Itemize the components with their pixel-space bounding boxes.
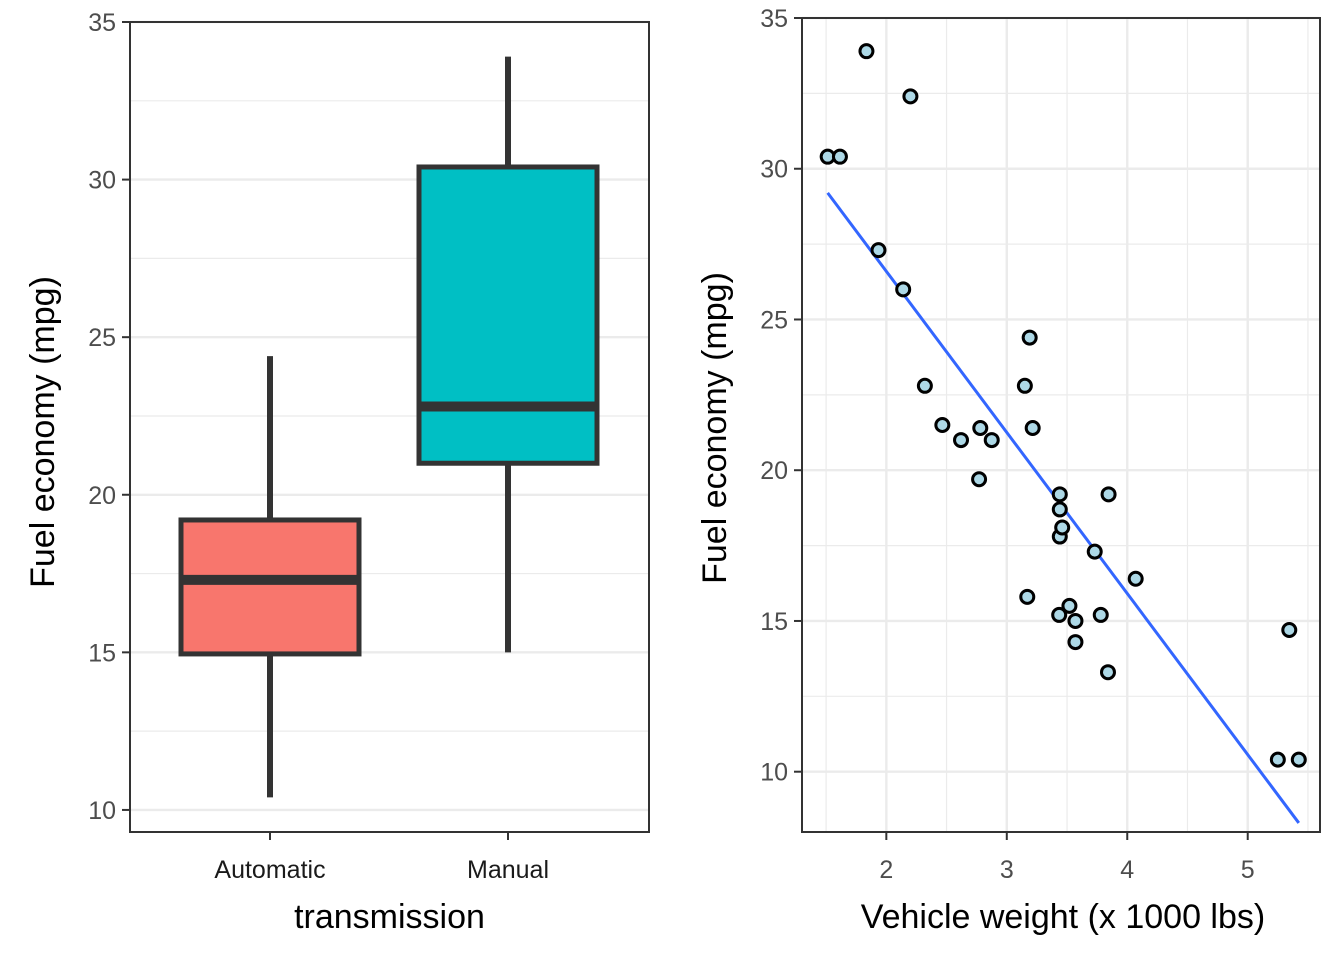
scatter-point [1061, 597, 1078, 614]
x-tick-label: Manual [467, 856, 549, 884]
x-tick-label: 3 [1000, 856, 1014, 884]
x-tick-label: 5 [1241, 856, 1255, 884]
scatter-point [934, 417, 951, 433]
scatter-point [1281, 622, 1298, 639]
scatter-point [1019, 588, 1036, 605]
scatter-point [972, 420, 989, 437]
scatter-point [1051, 486, 1068, 503]
y-tick-label: 10 [760, 759, 788, 787]
scatter-point [870, 242, 887, 259]
scatter-panel: 10 15 20 25 30 35 2 3 4 5 Vehicle weight (x 1000… [696, 5, 1321, 936]
y-tick-label: 15 [88, 639, 116, 667]
scatter-y-axis: 10 15 20 25 30 35 [760, 5, 802, 787]
scatter-point [1290, 751, 1307, 768]
boxplot-x-axis-title: transmission [294, 898, 485, 936]
scatter-x-axis: 2 3 4 5 [879, 832, 1255, 884]
scatter-plot-area [802, 18, 1320, 832]
y-tick-label: 35 [760, 5, 788, 33]
scatter-point [1099, 664, 1116, 681]
boxplot-marks [178, 56, 600, 798]
boxplot-x-axis: Automatic Manual [214, 832, 549, 884]
scatter-point [1067, 634, 1084, 651]
scatter-point [858, 43, 875, 60]
scatter-point [953, 432, 970, 449]
y-tick-label: 25 [88, 324, 116, 352]
y-tick-label: 20 [88, 482, 116, 510]
scatter-point [1100, 486, 1117, 503]
scatter-point [1127, 570, 1144, 587]
y-tick-label: 15 [760, 608, 788, 636]
x-tick-label: Automatic [214, 856, 325, 884]
scatter-x-axis-title: Vehicle weight (x 1000 lbs) [861, 898, 1265, 936]
scatter-y-axis-title: Fuel economy (mpg) [696, 272, 734, 584]
box-iqr [178, 517, 362, 657]
y-tick-label: 35 [88, 9, 116, 37]
scatter-point [895, 281, 912, 298]
scatter-point [1269, 751, 1286, 768]
box-automatic [178, 356, 362, 798]
box-iqr [416, 164, 600, 466]
y-tick-label: 10 [88, 797, 116, 825]
scatter-point [1086, 543, 1103, 560]
scatter-point [971, 471, 988, 488]
scatter-points [819, 43, 1307, 768]
scatter-point [1092, 606, 1109, 623]
scatter-point [1051, 501, 1068, 518]
y-tick-label: 25 [760, 306, 788, 334]
scatter-panel-border [801, 17, 1321, 833]
scatter-point [1016, 377, 1033, 394]
boxplot-y-axis-title: Fuel economy (mpg) [24, 276, 62, 588]
scatter-point [1024, 420, 1041, 437]
boxplot-panel-border [129, 21, 650, 833]
scatter-point [916, 377, 933, 394]
y-tick-label: 20 [760, 457, 788, 485]
x-tick-label: 4 [1120, 856, 1134, 884]
y-tick-label: 30 [760, 156, 788, 184]
boxplot-panel: 10 15 20 25 30 35 Automatic Manual transmissio… [24, 9, 650, 936]
scatter-point [1054, 519, 1071, 536]
scatter-point [831, 148, 848, 165]
scatter-point [1051, 606, 1068, 623]
scatter-point [1021, 329, 1038, 346]
boxplot-y-axis: 10 15 20 25 30 35 [88, 9, 130, 825]
box-manual [416, 56, 600, 653]
y-tick-label: 30 [88, 167, 116, 195]
scatter-point [983, 432, 1000, 449]
x-tick-label: 2 [879, 856, 893, 884]
scatter-point [902, 88, 919, 105]
scatter-point [1067, 612, 1084, 629]
